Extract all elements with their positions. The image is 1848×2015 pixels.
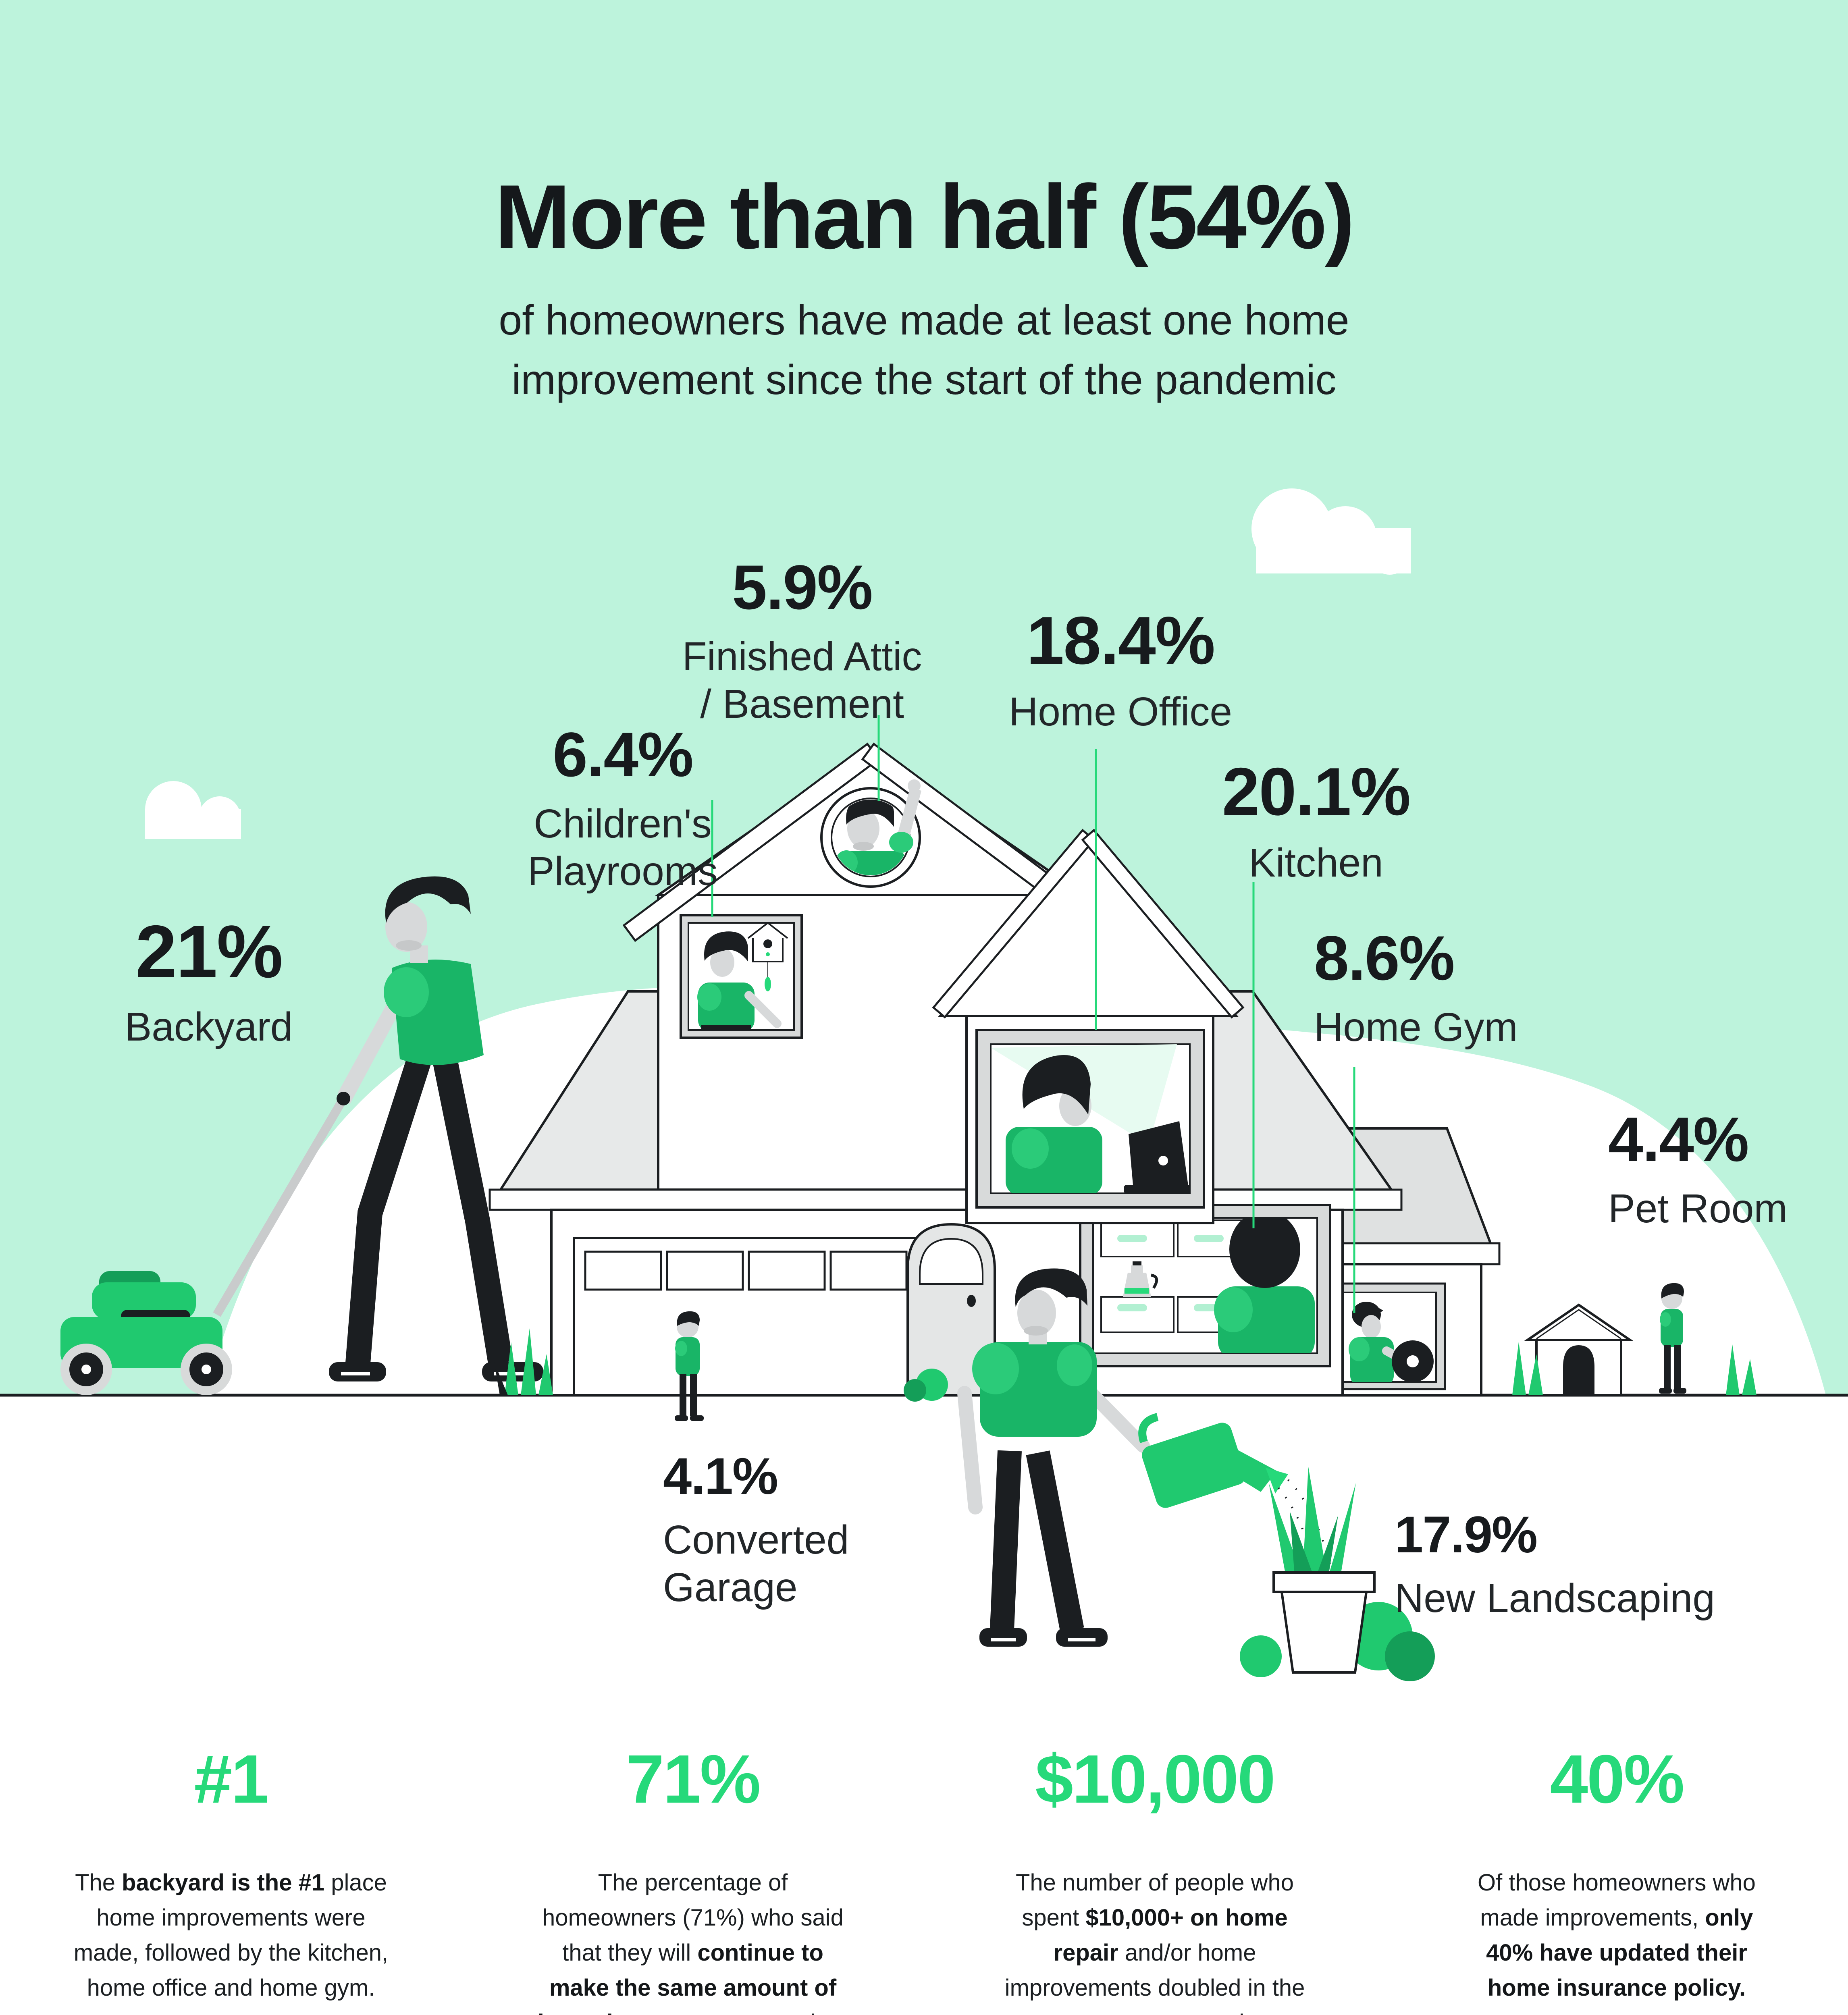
laptop-icon — [1124, 1121, 1190, 1193]
gym-percent: 8.6% — [1314, 923, 1455, 993]
person-playroom — [697, 931, 782, 1030]
garage-door — [573, 1237, 916, 1396]
coffee-pot-icon — [1123, 1261, 1158, 1297]
backyard-percent: 21% — [135, 910, 283, 993]
label-converted-garage: 4.1% Converted Garage — [663, 1451, 985, 1611]
page-title: More than half (54%) — [495, 166, 1355, 268]
gym-name: Home Gym — [1314, 1005, 1518, 1050]
landscaping-percent: 17.9% — [1395, 1506, 1538, 1564]
label-pet-room: 4.4% Pet Room — [1608, 1108, 1848, 1232]
door-knob — [967, 1295, 976, 1307]
stat-spend-10000: $10,000 The number of people who spent $… — [924, 1745, 1386, 2015]
label-home-office: 18.4% Home Office — [919, 607, 1322, 735]
front-door — [906, 1223, 996, 1396]
person-near-doghouse — [1659, 1283, 1686, 1394]
stat-value: 40% — [1550, 1741, 1684, 1818]
garage-name: Converted Garage — [663, 1517, 849, 1610]
stat-body: The backyard is the #1 place home improv… — [73, 1870, 389, 2001]
attic-percent: 5.9% — [732, 553, 873, 623]
stat-continue-improvements: 71% The percentage of homeowners (71%) w… — [462, 1745, 924, 2015]
stat-body: The number of people who spent $10,000+ … — [1004, 1870, 1305, 2015]
label-childrens-playrooms: 6.4% Children's Playrooms — [421, 723, 824, 895]
kitchen-percent: 20.1% — [1222, 754, 1411, 829]
kitchen-name: Kitchen — [1249, 840, 1383, 885]
label-home-gym: 8.6% Home Gym — [1314, 927, 1677, 1051]
attic-round-window — [820, 779, 921, 888]
home-office-window — [975, 1029, 1205, 1209]
lawn-mower-icon — [60, 1096, 347, 1395]
person-watering — [957, 1268, 1150, 1647]
person-home-gym — [1349, 1302, 1434, 1382]
cloud-icon-left — [145, 781, 241, 839]
backyard-name: Backyard — [125, 1004, 293, 1049]
stat-body: The percentage of homeowners (71%) who s… — [538, 1870, 848, 2015]
attic-name: Finished Attic / Basement — [682, 634, 922, 727]
person-attic — [835, 800, 906, 875]
children-percent: 6.4% — [553, 720, 694, 790]
person-garage — [675, 1311, 704, 1421]
stat-value: 71% — [626, 1741, 761, 1818]
label-new-landscaping: 17.9% New Landscaping — [1395, 1509, 1838, 1622]
key-stats-row: #1 The backyard is the #1 place home imp… — [0, 1745, 1848, 2015]
stat-backyard-rank: #1 The backyard is the #1 place home imp… — [0, 1745, 462, 2015]
garage-percent: 4.1% — [663, 1448, 778, 1505]
grass-tufts — [494, 1328, 1757, 1402]
person-kitchen — [1214, 1218, 1315, 1353]
birdhouse-icon — [747, 923, 788, 991]
pet-name: Pet Room — [1608, 1186, 1788, 1231]
stat-value: #1 — [194, 1741, 269, 1818]
person-mowing — [329, 876, 543, 1381]
label-leader-lines — [711, 715, 1355, 1313]
cloud-icon-right — [1251, 488, 1411, 575]
person-home-office — [1006, 1055, 1102, 1193]
attic-person-arm — [896, 787, 921, 844]
stat-value: $10,000 — [1035, 1741, 1276, 1818]
label-kitchen: 20.1% Kitchen — [1114, 758, 1517, 887]
potted-plant-icon — [1240, 1467, 1435, 1681]
landscaping-name: New Landscaping — [1395, 1576, 1715, 1621]
label-finished-attic: 5.9% Finished Attic / Basement — [601, 556, 1004, 728]
stat-body: Of those homeowners who made improvement… — [1478, 1870, 1756, 2001]
doghouse-icon — [1524, 1303, 1634, 1396]
pet-percent: 4.4% — [1608, 1105, 1749, 1175]
watering-can-icon — [1138, 1413, 1288, 1508]
label-backyard: 21% Backyard — [48, 915, 370, 1051]
office-percent: 18.4% — [1026, 602, 1215, 678]
childrens-playroom-window — [680, 914, 803, 1039]
children-name: Children's Playrooms — [527, 801, 718, 894]
office-name: Home Office — [1009, 689, 1232, 734]
kitchen-window — [1079, 1204, 1331, 1367]
stat-insurance-updated: 40% Of those homeowners who made improve… — [1386, 1745, 1848, 2015]
page-subtitle: of homeowners have made at least one hom… — [499, 297, 1349, 403]
